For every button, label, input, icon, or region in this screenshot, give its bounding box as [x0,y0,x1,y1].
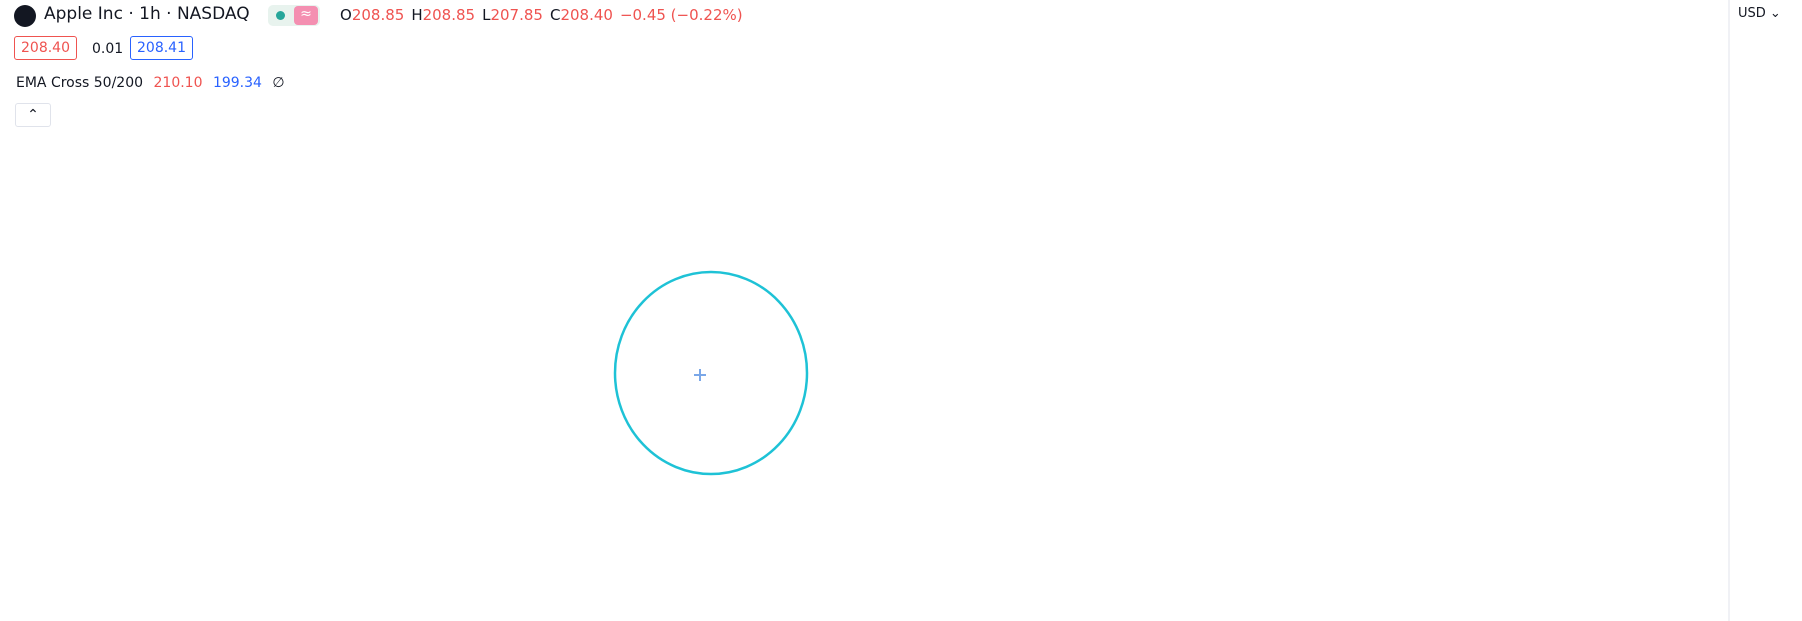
symbol-title[interactable]: Apple Inc · 1h · NASDAQ [44,4,250,24]
highlight-circle [613,270,809,476]
currency-select[interactable]: USD ⌄ [1738,6,1781,21]
toggle-icon: ≈ [294,6,318,25]
currency: USD [1738,6,1766,21]
collapse-button[interactable]: ⌃ [15,103,51,127]
indicator-legend: EMA Cross 50/200 210.10 199.34 ∅ [16,75,285,91]
indicator-icon: ∅ [272,75,285,91]
ohlc-label: L [482,6,491,24]
ohlc-label: O [340,6,352,24]
ohlc-value: 208.85 [422,6,476,24]
ohlc-value: 208.85 [351,6,405,24]
ohlc-label: H [411,6,423,24]
ask-button[interactable]: 208.41 [130,36,193,60]
price-change: −0.45 (−0.22%) [619,6,743,24]
indicator-slow: 199.34 [212,75,262,91]
bid-button[interactable]: 208.40 [14,36,77,60]
indicator-fast: 210.10 [153,75,203,91]
market-dot [276,11,285,20]
ohlc-value: 207.85 [490,6,543,24]
symbol-logo [14,5,36,27]
indicator-name[interactable]: EMA Cross 50/200 [16,75,144,91]
ohlc-value: 208.40 [560,6,613,24]
ohlc-label: C [549,6,561,24]
spread: 0.01 [92,41,124,57]
status-toggle[interactable]: ≈ [268,5,320,26]
ohlc-legend: O208.85 H208.85 L207.85 C208.40 −0.45 (−0.22… [340,6,743,24]
crosshair-marker [694,369,706,381]
